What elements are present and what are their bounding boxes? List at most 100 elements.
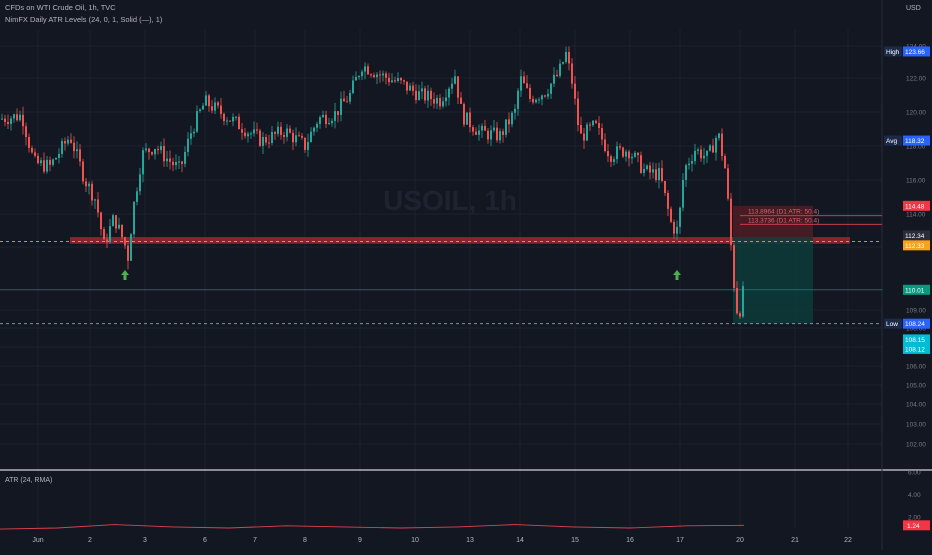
candle-body [700,149,702,159]
candle-body [310,131,312,143]
candle-body [184,151,186,164]
candle-body [352,80,354,94]
candle-body [355,76,357,81]
price-axis-badge [903,46,930,57]
candle-body [526,83,528,88]
price-axis-badge [903,200,930,211]
candle-body [25,126,27,138]
price-axis-value: 112.34 [905,233,925,240]
price-axis-tag-text: Low [886,321,898,328]
candle-body [316,123,318,128]
price-axis-badge [903,135,930,146]
candle-body [394,80,396,82]
indicator-legend[interactable]: NimFX Daily ATR Levels (24, 0, 1, Solid … [5,15,163,24]
y-tick-label: 122.00 [906,76,926,83]
atr-level-label: 113.8964 (D1 ATR: 50.4) [748,209,819,216]
x-tick-label: 9 [358,537,362,544]
candle-body [274,132,276,134]
candle-body [592,120,594,126]
candle-body [283,134,285,137]
candle-body [478,130,480,135]
candle-body [265,137,267,143]
candle-body [358,76,360,78]
price-axis-tag-text: High [886,49,900,56]
candle-body [361,71,363,77]
candle-body [622,147,624,157]
candle-body [367,66,369,75]
candle-body [124,237,126,246]
candle-body [472,127,474,132]
candle-body [664,180,666,193]
x-tick-label: 20 [736,537,744,544]
chart-title: CFDs on WTI Crude Oil, 1h, TVC [5,3,116,12]
candle-body [496,127,498,141]
candle-body [514,108,516,113]
support-zone [70,237,850,244]
candle-body [694,150,696,162]
x-tick-label: 15 [571,537,579,544]
candle-body [181,161,183,164]
candle-body [280,126,282,135]
candle-body [169,158,171,162]
candle-body [202,105,204,110]
candle-body [547,93,549,97]
candle-body [685,165,687,180]
candle-body [22,114,24,127]
candle-body [565,52,567,63]
candle-body [559,63,561,77]
candle-body [391,80,393,83]
y-tick-label: 116.00 [906,178,926,185]
candle-body [400,77,402,81]
candle-body [313,127,315,132]
x-tick-label: 16 [626,537,634,544]
candle-body [535,99,537,103]
y-tick-label: 103.00 [906,422,926,429]
candle-body [460,97,462,104]
candle-body [490,130,492,140]
candle-body [463,103,465,125]
candle-body [550,83,552,94]
candle-body [583,133,585,141]
candle-body [142,150,144,175]
candle-body [643,168,645,173]
candle-body [523,76,525,84]
candle-body [337,111,339,116]
y-tick-label: 120.00 [906,110,926,117]
candle-body [661,168,663,181]
candle-body [190,133,192,139]
candle-body [292,132,294,143]
atr-tick-label: 2.00 [908,514,921,521]
candle-body [118,224,120,229]
y-tick-label: 109.00 [906,308,926,315]
candle-body [574,83,576,99]
x-tick-label: 3 [143,537,147,544]
x-tick-label: 21 [791,537,799,544]
candle-body [208,95,210,107]
candle-body [475,131,477,135]
candle-body [166,158,168,162]
watermark: USOIL, 1h [383,185,517,216]
candle-body [238,116,240,130]
candle-body [454,76,456,84]
candle-body [619,146,621,148]
candle-body [109,226,111,243]
candle-body [502,131,504,135]
price-axis-tag [884,318,902,329]
candle-body [256,129,258,131]
candle-body [40,160,42,164]
candle-body [94,199,96,201]
x-tick-label: 8 [303,537,307,544]
x-tick-label: Jun [32,537,43,544]
atr-pane-label[interactable]: ATR (24, RMA) [5,477,53,484]
candle-body [727,168,729,199]
candle-body [334,111,336,121]
candle-body [31,147,33,153]
candle-body [406,81,408,91]
candle-body [58,153,60,158]
candle-body [382,73,384,76]
x-tick-label: 6 [203,537,207,544]
atr-last-badge [903,520,930,531]
atr-level-label: 113.3736 (D1 ATR: 50.4) [748,217,819,224]
